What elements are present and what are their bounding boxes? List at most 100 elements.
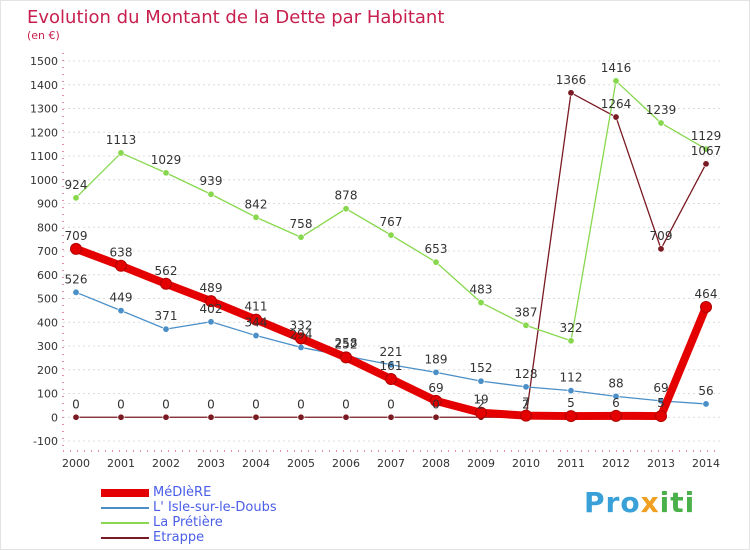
y-tick-label: 200	[37, 364, 58, 377]
data-label: 709	[650, 229, 673, 243]
data-label: 767	[380, 215, 403, 229]
data-label: 0	[207, 397, 215, 411]
x-tick-label: 2005	[287, 457, 315, 470]
data-label: 5	[567, 396, 575, 410]
data-label: 371	[155, 309, 178, 323]
data-label: 1067	[691, 144, 722, 158]
legend-label: Etrappe	[153, 530, 205, 545]
data-label: 411	[245, 300, 268, 314]
data-point	[207, 190, 215, 198]
data-label: 387	[515, 305, 538, 319]
data-label: 0	[252, 397, 260, 411]
legend-label: La Prétière	[153, 515, 223, 530]
data-label: 2	[477, 397, 485, 411]
x-tick-label: 2007	[377, 457, 405, 470]
data-point	[702, 145, 710, 153]
data-point	[387, 413, 395, 421]
data-point	[520, 409, 532, 422]
data-label: 252	[335, 337, 358, 351]
data-label: 69	[428, 381, 443, 395]
plot-area	[63, 53, 726, 451]
x-tick-label: 2002	[152, 457, 180, 470]
data-point	[250, 313, 262, 326]
data-label: 1029	[151, 153, 182, 167]
data-point	[657, 245, 665, 253]
data-point	[115, 259, 127, 272]
legend-swatch	[101, 537, 149, 539]
data-point	[162, 413, 170, 421]
data-label: 322	[560, 321, 583, 335]
y-tick-label: 500	[37, 293, 58, 306]
data-label: 449	[110, 291, 133, 305]
data-point	[387, 361, 395, 369]
data-point	[252, 213, 260, 221]
y-tick-label: 600	[37, 269, 58, 282]
data-label: 161	[380, 359, 403, 373]
y-tick-label: 0	[51, 411, 58, 424]
data-point	[522, 321, 530, 329]
data-label: 842	[245, 197, 268, 211]
data-label: 344	[245, 316, 268, 330]
data-label: 221	[380, 345, 403, 359]
data-label: 638	[110, 246, 133, 260]
data-point	[117, 307, 125, 315]
data-point	[565, 410, 577, 423]
y-tick-label: 1200	[30, 126, 58, 139]
data-label: 294	[290, 327, 313, 341]
data-point	[297, 233, 305, 241]
x-tick-label: 2003	[197, 457, 225, 470]
data-label: 0	[342, 397, 350, 411]
data-label: 258	[335, 336, 358, 350]
data-label: 878	[335, 189, 358, 203]
data-label: 128	[515, 367, 538, 381]
data-point	[117, 149, 125, 157]
legend-item: L' Isle-sur-le-Doubs	[101, 500, 361, 516]
data-point	[567, 387, 575, 395]
y-tick-label: 300	[37, 340, 58, 353]
data-label: 0	[162, 397, 170, 411]
legend: MéDIèRE L' Isle-sur-le-Doubs La Prétière Et…	[101, 485, 361, 546]
y-tick-label: 900	[37, 198, 58, 211]
data-point	[70, 242, 82, 255]
data-label: 0	[72, 397, 80, 411]
data-label: 56	[698, 384, 713, 398]
data-point	[432, 368, 440, 376]
data-point	[252, 413, 260, 421]
data-point	[295, 332, 307, 345]
data-label: 19	[473, 393, 488, 407]
y-tick-label: 1300	[30, 103, 58, 116]
data-label: 562	[155, 264, 178, 278]
y-tick-label: 400	[37, 316, 58, 329]
legend-swatch	[101, 522, 149, 524]
data-label: 758	[290, 217, 313, 231]
legend-label: MéDIèRE	[153, 485, 212, 500]
data-point	[162, 169, 170, 177]
data-point	[655, 410, 667, 423]
data-label: 5	[657, 396, 665, 410]
data-point	[567, 89, 575, 97]
y-tick-label: 1500	[30, 55, 58, 68]
data-label: 0	[117, 397, 125, 411]
y-tick-label: 1100	[30, 150, 58, 163]
data-label: 924	[65, 178, 88, 192]
y-tick-label: 700	[37, 245, 58, 258]
x-tick-label: 2013	[647, 457, 675, 470]
data-label: 526	[65, 272, 88, 286]
chart-unit-label: (en €)	[27, 29, 60, 42]
data-label: 0	[297, 397, 305, 411]
data-point	[477, 377, 485, 385]
data-point	[162, 325, 170, 333]
x-tick-label: 2010	[512, 457, 540, 470]
data-label: 483	[470, 283, 493, 297]
x-tick-label: 2004	[242, 457, 270, 470]
data-label: 2	[522, 397, 530, 411]
data-point	[342, 205, 350, 213]
data-point	[475, 406, 487, 419]
data-label: 1416	[601, 61, 632, 75]
data-label: 402	[200, 302, 223, 316]
legend-label: L' Isle-sur-le-Doubs	[153, 500, 277, 515]
data-label: 332	[290, 318, 313, 332]
data-label: 1239	[646, 103, 677, 117]
